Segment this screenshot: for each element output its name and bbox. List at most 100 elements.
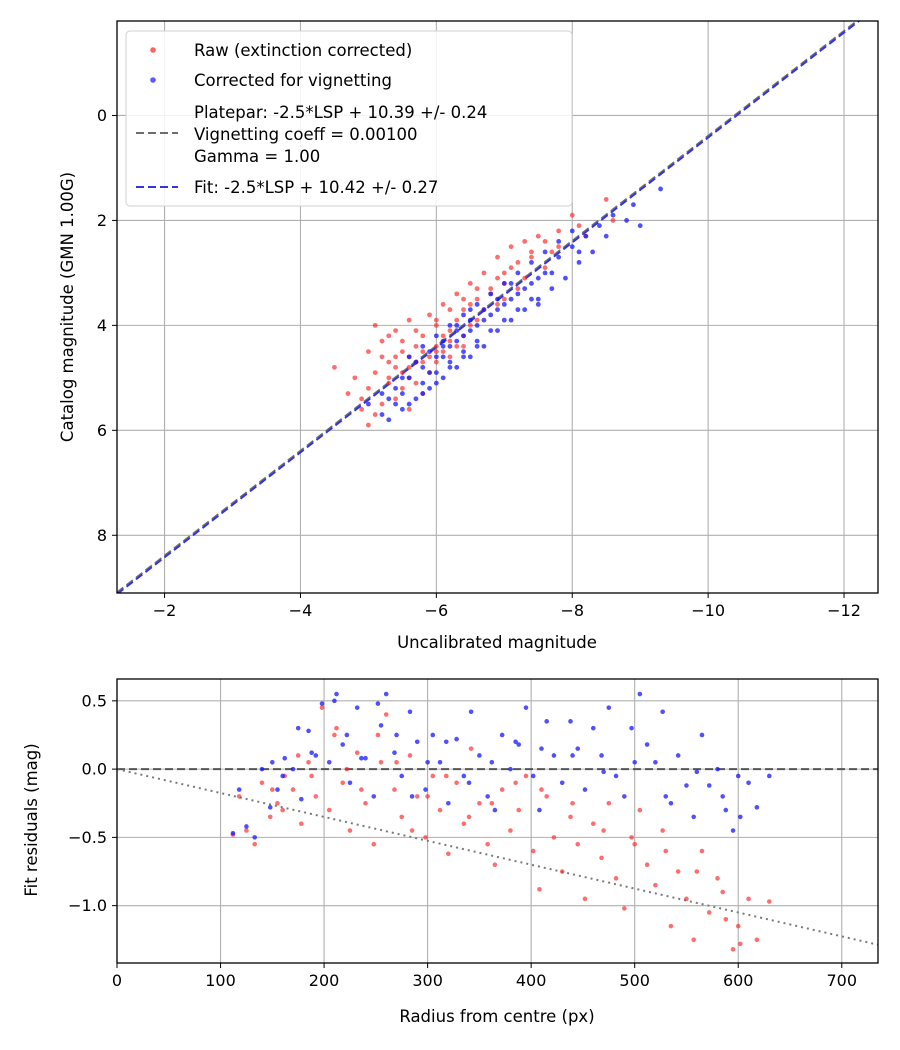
- raw-point: [393, 354, 398, 360]
- raw-point: [766, 899, 772, 904]
- corrected-point: [332, 698, 337, 704]
- raw-point: [406, 317, 412, 323]
- corrected-point: [730, 828, 736, 833]
- raw-point: [468, 746, 474, 751]
- corrected-point: [447, 343, 453, 349]
- corrected-point: [523, 705, 529, 710]
- raw-point: [359, 406, 365, 412]
- raw-point: [399, 349, 405, 355]
- raw-point: [332, 364, 337, 370]
- raw-point: [522, 239, 528, 244]
- raw-point: [427, 312, 432, 318]
- y-tick-label: 0.5: [82, 691, 107, 710]
- corrected-point: [522, 307, 528, 313]
- corrected-point: [508, 317, 514, 323]
- calibration-points: [332, 186, 663, 428]
- raw-point: [461, 343, 466, 349]
- raw-point: [433, 317, 439, 323]
- corrected-point: [413, 359, 419, 365]
- raw-point: [313, 794, 319, 799]
- corrected-point: [576, 259, 582, 265]
- corrected-point: [474, 338, 480, 344]
- corrected-point: [535, 275, 541, 281]
- raw-point: [413, 380, 419, 386]
- raw-point: [537, 886, 542, 892]
- raw-point: [706, 910, 712, 915]
- corrected-point: [632, 759, 637, 765]
- raw-point: [371, 841, 377, 847]
- raw-point: [522, 275, 528, 281]
- raw-point: [684, 896, 689, 902]
- raw-point: [454, 780, 459, 786]
- corrected-point: [529, 280, 534, 286]
- raw-point: [399, 385, 405, 391]
- corrected-point: [427, 349, 432, 355]
- corrected-point: [746, 780, 751, 786]
- raw-point: [576, 223, 582, 229]
- raw-point: [345, 391, 351, 396]
- raw-point: [437, 807, 443, 813]
- raw-point: [340, 780, 346, 786]
- raw-point: [309, 773, 314, 779]
- raw-point: [379, 401, 385, 407]
- raw-point: [477, 800, 482, 806]
- raw-point: [489, 800, 495, 806]
- corrected-point: [379, 412, 385, 417]
- raw-point: [386, 380, 392, 386]
- corrected-point: [735, 773, 741, 779]
- residuals-y-axis-label: Fit residuals (mag): [22, 743, 41, 896]
- corrected-point: [298, 796, 304, 802]
- raw-point: [570, 800, 575, 806]
- corrected-point: [270, 759, 275, 765]
- raw-point: [393, 328, 398, 334]
- raw-point: [446, 851, 451, 857]
- raw-point: [559, 869, 565, 874]
- corrected-point: [427, 385, 432, 391]
- corrected-point: [461, 349, 466, 355]
- corrected-point: [637, 223, 643, 229]
- raw-point: [414, 794, 420, 799]
- corrected-point: [454, 328, 460, 334]
- corrected-point: [467, 307, 473, 313]
- x-tick-label: −10: [691, 601, 725, 620]
- residuals-frame: [116, 678, 879, 964]
- raw-point: [499, 787, 505, 792]
- x-tick-label: −12: [827, 601, 861, 620]
- raw-point: [461, 821, 467, 827]
- corrected-point: [280, 773, 285, 779]
- raw-point: [568, 814, 573, 820]
- corrected-point: [535, 301, 541, 307]
- corrected-point: [754, 805, 760, 810]
- legend-gamma-label: Gamma = 1.00: [194, 147, 320, 166]
- corrected-point: [563, 275, 568, 281]
- corrected-point: [474, 301, 480, 307]
- raw-point: [530, 848, 536, 854]
- corrected-point: [359, 755, 364, 761]
- corrected-point: [461, 333, 466, 339]
- raw-point: [535, 233, 541, 239]
- raw-point: [720, 889, 725, 895]
- raw-point: [366, 422, 371, 428]
- corrected-point: [522, 286, 528, 292]
- raw-point: [399, 338, 405, 344]
- corrected-point: [447, 359, 453, 365]
- raw-point: [551, 835, 557, 840]
- x-tick-label: 500: [619, 971, 650, 990]
- raw-point: [433, 349, 439, 355]
- corrected-point: [409, 794, 415, 799]
- corrected-point: [622, 794, 627, 799]
- raw-point: [481, 270, 487, 276]
- corrected-point: [477, 753, 482, 758]
- raw-point: [622, 906, 627, 911]
- corrected-point: [568, 719, 573, 724]
- corrected-point: [363, 755, 368, 761]
- raw-point: [668, 923, 674, 929]
- x-tick-label: −8: [560, 601, 584, 620]
- raw-point: [252, 841, 258, 847]
- corrected-point: [508, 766, 513, 772]
- corrected-point: [508, 296, 514, 302]
- corrected-point: [515, 291, 521, 297]
- corrected-point: [495, 296, 500, 302]
- legend-platepar-label: Platepar: -2.5*LSP + 10.39 +/- 0.24: [194, 103, 487, 122]
